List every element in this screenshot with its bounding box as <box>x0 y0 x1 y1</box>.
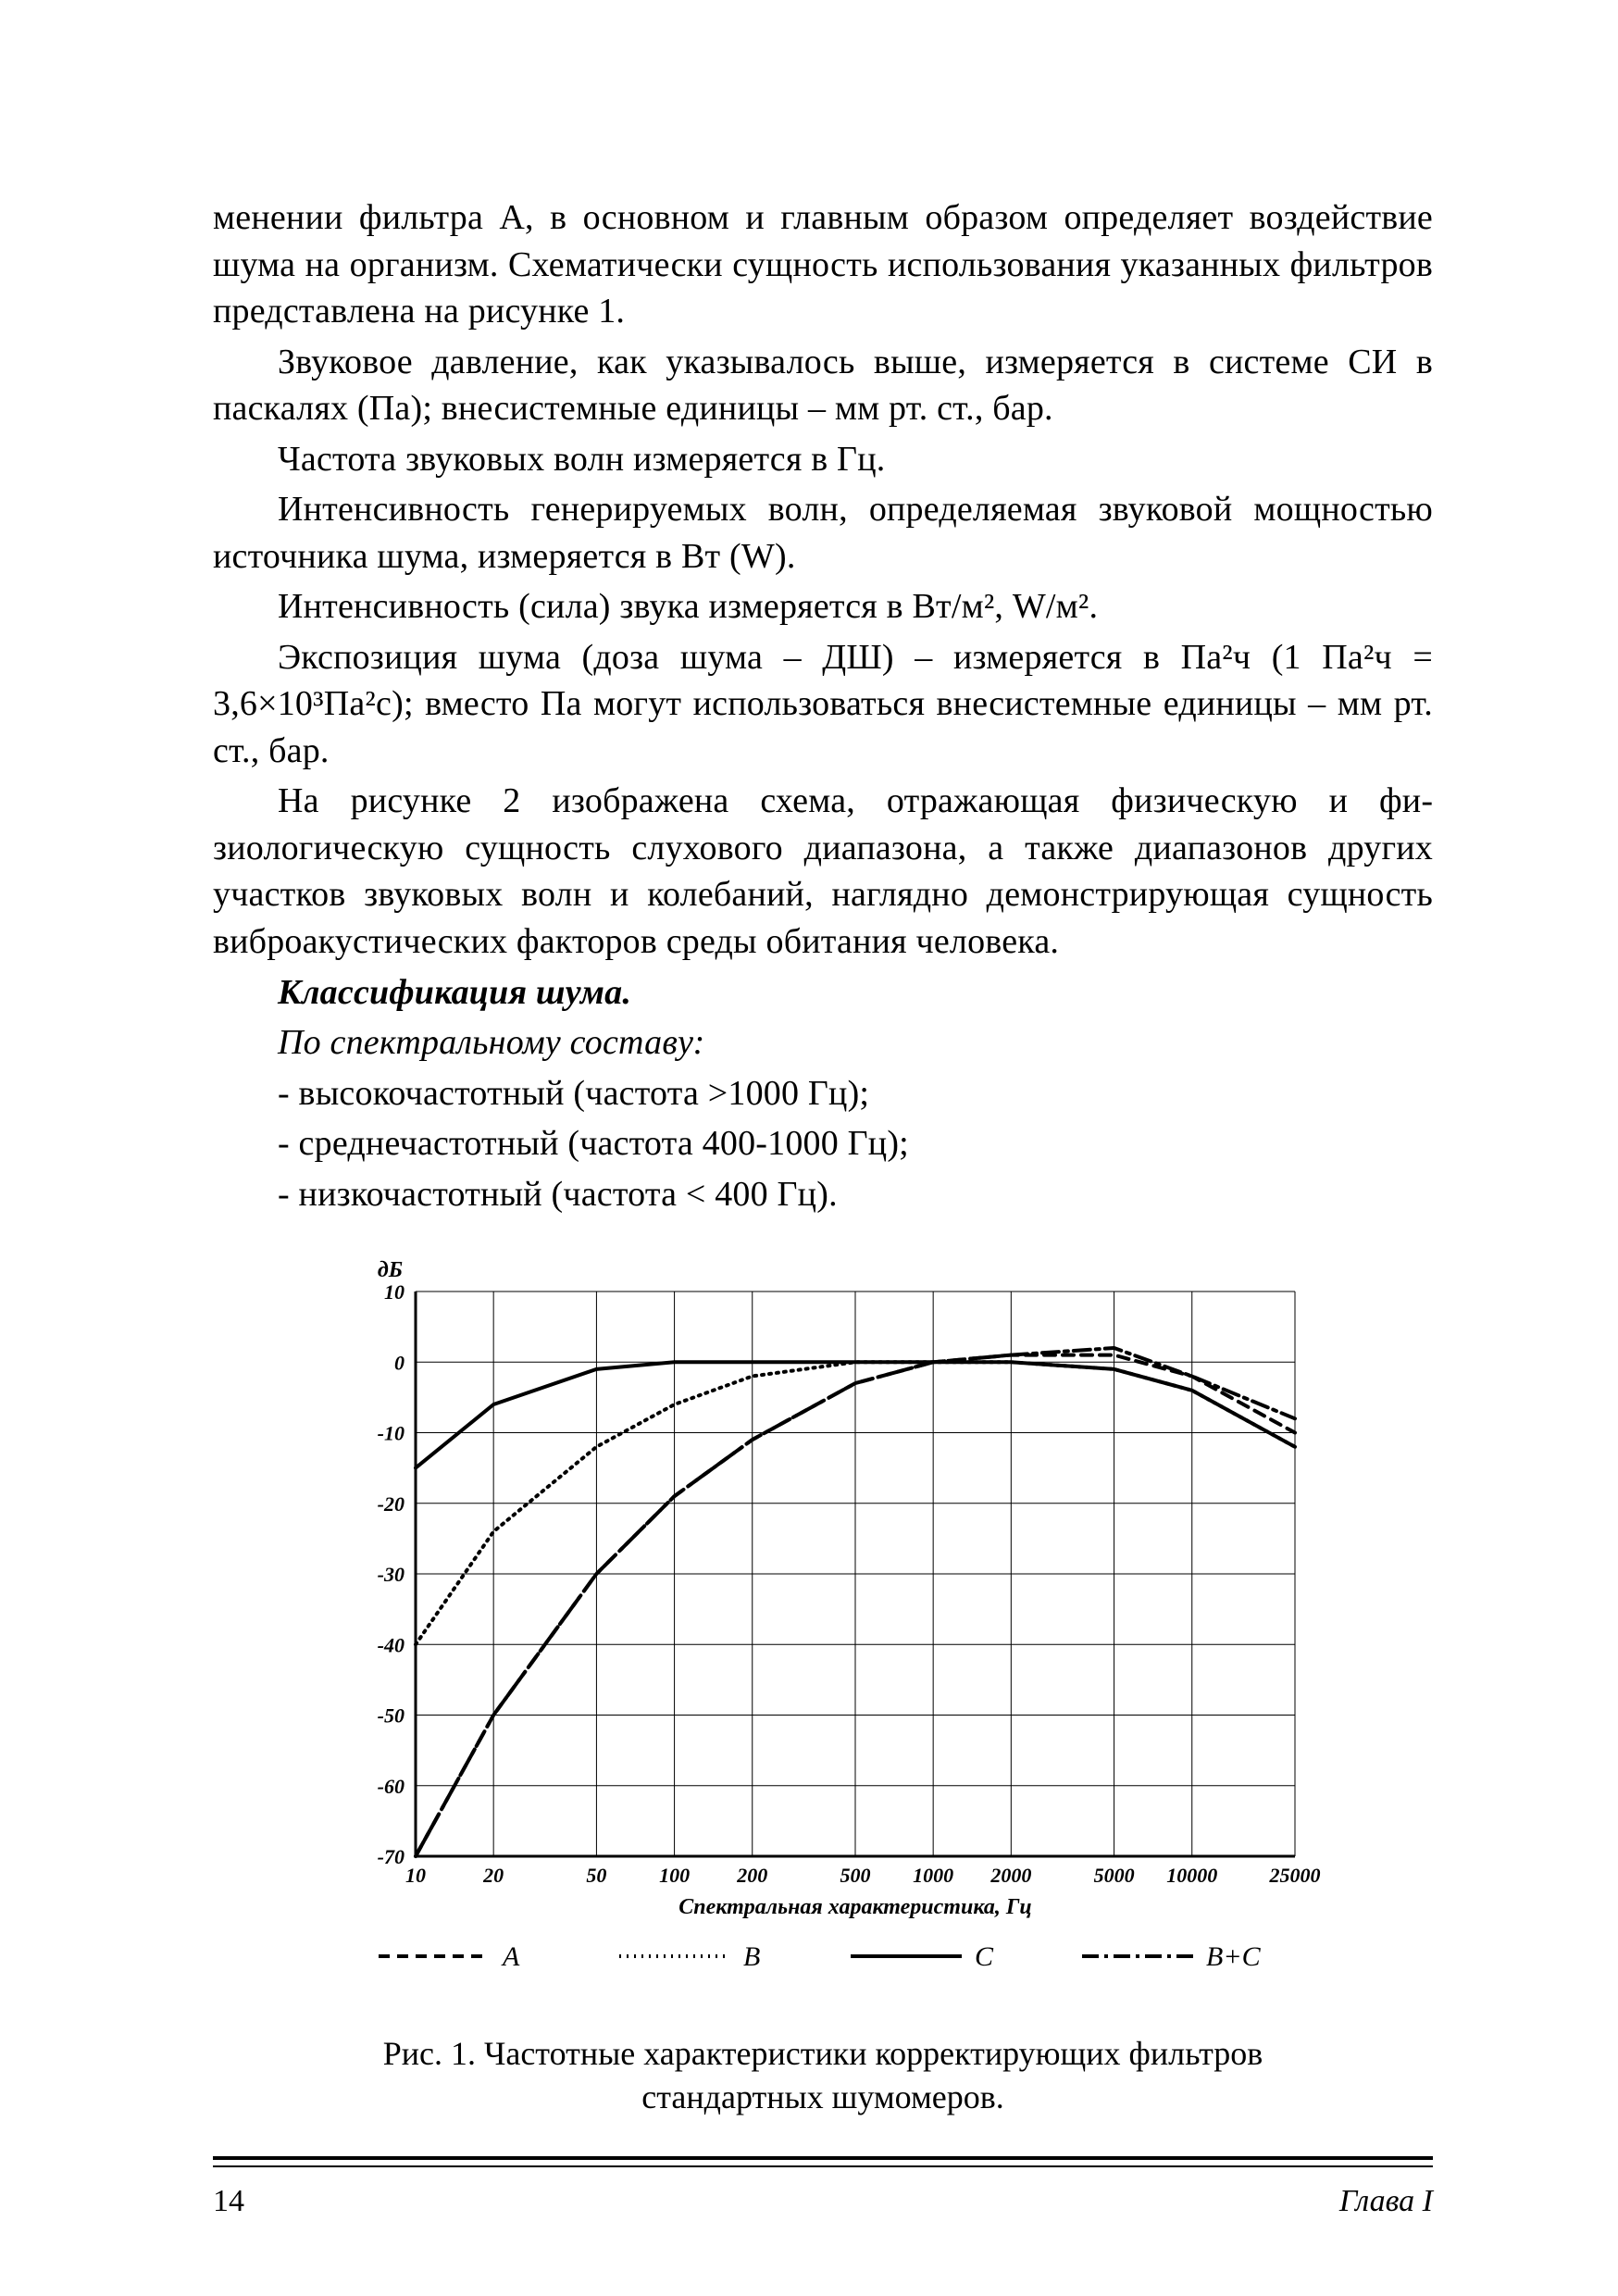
svg-text:A: A <box>501 1941 520 1972</box>
svg-text:25000: 25000 <box>1269 1864 1321 1887</box>
filter-response-chart: дБ100-10-20-30-40-50-60-7010205010020050… <box>323 1245 1323 2004</box>
paragraph: Экспозиция шума (доза шума – ДШ) – измер… <box>213 634 1433 775</box>
paragraph: Звуковое давление, как указывалось выше,… <box>213 339 1433 432</box>
figure-caption-line1: Рис. 1. Частотные характеристики коррект… <box>383 2035 1263 2072</box>
paragraph: Частота звуковых волн измеряется в Гц. <box>213 436 1433 483</box>
page-footer: 14 Глава I <box>213 2184 1433 2219</box>
svg-text:дБ: дБ <box>378 1258 403 1282</box>
svg-text:50: 50 <box>586 1864 606 1887</box>
svg-text:2000: 2000 <box>989 1864 1031 1887</box>
svg-text:5000: 5000 <box>1094 1864 1135 1887</box>
svg-text:-20: -20 <box>378 1492 404 1516</box>
list-item: - высокочастотный (частота >1000 Гц); <box>213 1070 1433 1117</box>
figure-caption-line2: стандартных шумомеров. <box>641 2078 1004 2115</box>
svg-text:B+C: B+C <box>1206 1941 1262 1972</box>
svg-text:10: 10 <box>384 1280 404 1304</box>
footer-rule <box>213 2156 1433 2167</box>
body-text: менении фильтра А, в основном и главным … <box>213 194 1433 1217</box>
svg-text:-40: -40 <box>378 1633 404 1656</box>
svg-text:-10: -10 <box>378 1422 404 1445</box>
paragraph: менении фильтра А, в основном и главным … <box>213 194 1433 335</box>
svg-text:10000: 10000 <box>1166 1864 1217 1887</box>
svg-text:-50: -50 <box>378 1704 404 1728</box>
classification-subheading: По спектральному составу: <box>213 1019 1433 1067</box>
figure-caption: Рис. 1. Частотные характеристики коррект… <box>213 2032 1433 2119</box>
svg-text:-30: -30 <box>378 1563 404 1586</box>
svg-text:C: C <box>975 1941 994 1972</box>
svg-text:500: 500 <box>840 1864 871 1887</box>
classification-heading: Классификация шума. <box>213 969 1433 1017</box>
svg-text:100: 100 <box>659 1864 690 1887</box>
svg-text:200: 200 <box>736 1864 767 1887</box>
svg-text:20: 20 <box>482 1864 504 1887</box>
page-number: 14 <box>213 2184 244 2218</box>
svg-text:-60: -60 <box>378 1775 404 1798</box>
paragraph: Интенсивность (сила) звука измеряется в … <box>213 583 1433 630</box>
paragraph: Интенсивность генерируемых волн, определ… <box>213 486 1433 580</box>
svg-text:1000: 1000 <box>913 1864 953 1887</box>
figure-1: дБ100-10-20-30-40-50-60-7010205010020050… <box>213 1245 1433 2119</box>
list-item: - низкочастотный (частота < 400 Гц). <box>213 1171 1433 1218</box>
page: менении фильтра А, в основном и главным … <box>0 0 1618 2296</box>
svg-text:0: 0 <box>394 1351 404 1374</box>
chapter-label: Глава I <box>1339 2184 1433 2219</box>
list-item: - среднечастотный (частота 400-1000 Гц); <box>213 1120 1433 1167</box>
svg-text:-70: -70 <box>378 1845 404 1868</box>
svg-text:Спектральная характеристика, Г: Спектральная характеристика, Гц <box>678 1895 1031 1919</box>
svg-text:B: B <box>743 1941 760 1972</box>
svg-text:10: 10 <box>405 1864 426 1887</box>
paragraph: На рисунке 2 изображена схема, отражающа… <box>213 778 1433 965</box>
